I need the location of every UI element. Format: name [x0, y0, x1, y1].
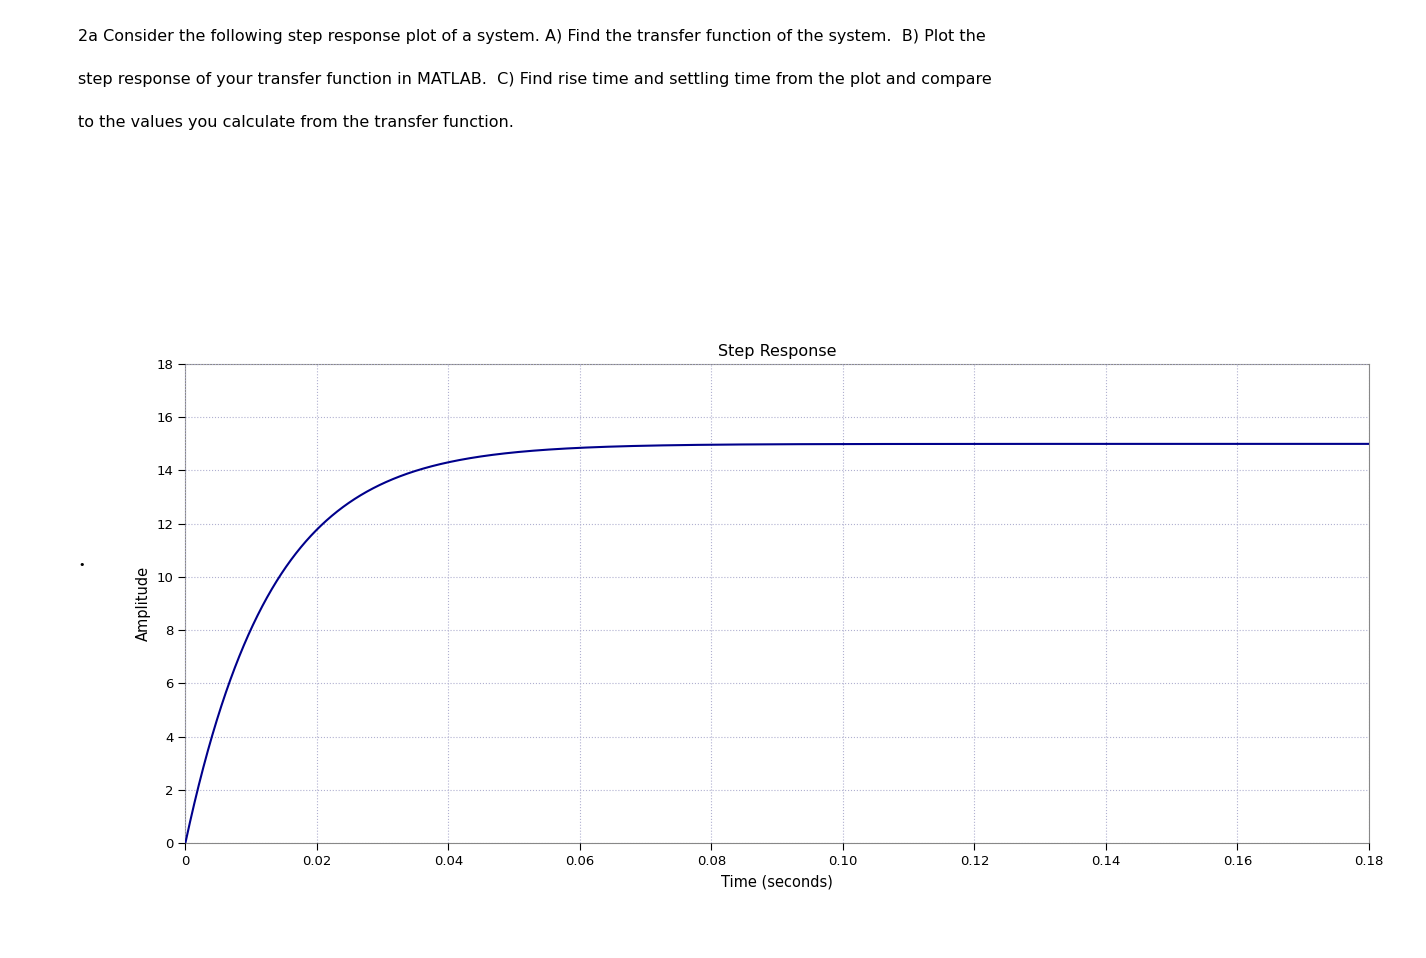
Title: Step Response: Step Response — [717, 344, 837, 358]
Text: •: • — [78, 560, 86, 570]
Y-axis label: Amplitude: Amplitude — [135, 566, 151, 641]
Text: 2a Consider the following step response plot of a system. A) Find the transfer f: 2a Consider the following step response … — [78, 29, 987, 44]
X-axis label: Time (seconds): Time (seconds) — [722, 875, 833, 890]
Text: step response of your transfer function in MATLAB.  C) Find rise time and settli: step response of your transfer function … — [78, 72, 992, 87]
Text: to the values you calculate from the transfer function.: to the values you calculate from the tra… — [78, 115, 515, 130]
